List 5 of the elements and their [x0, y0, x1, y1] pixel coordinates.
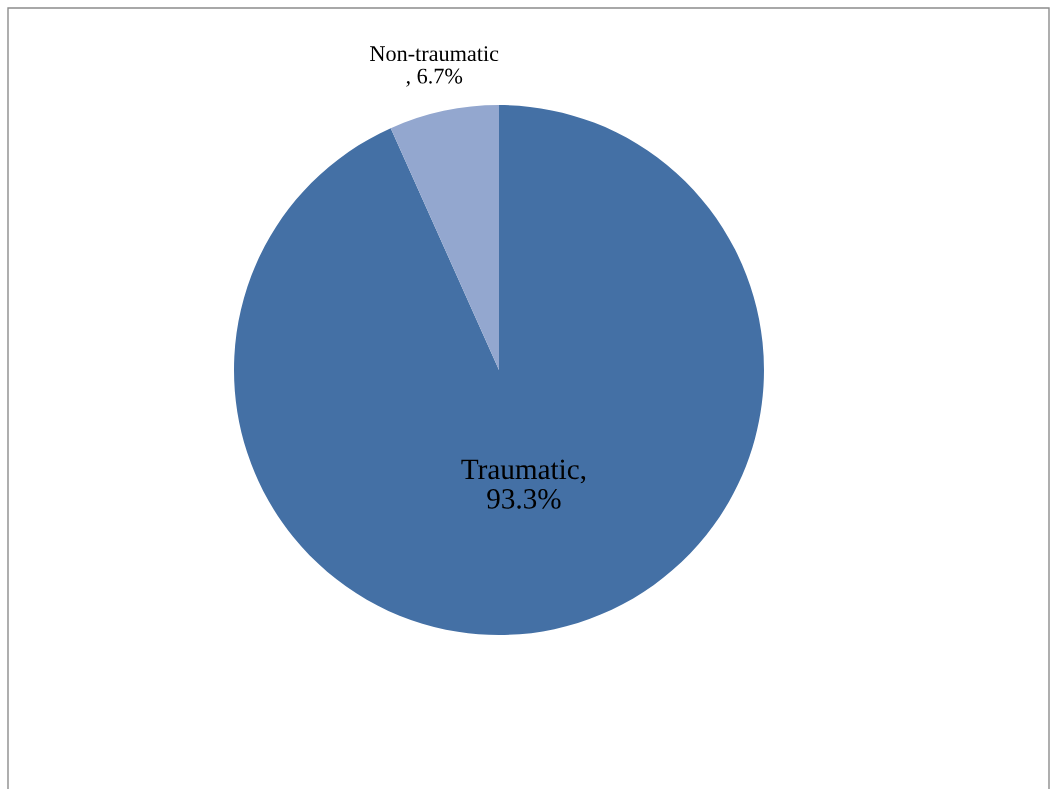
- data-label: , 6.7%: [406, 68, 463, 87]
- slice-label: Traumatic, 93.3%: [461, 459, 586, 509]
- slice-label: Non-traumatic: [370, 46, 499, 62]
- pie-slice: [234, 105, 764, 635]
- pie-slice: [390, 105, 499, 370]
